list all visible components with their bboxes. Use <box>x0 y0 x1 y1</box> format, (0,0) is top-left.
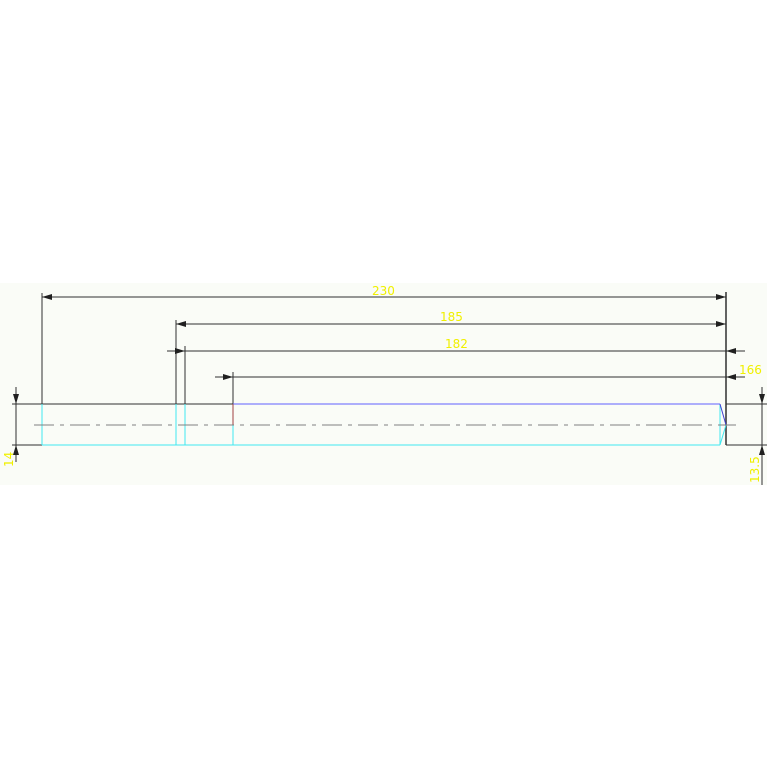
chamfer-line <box>719 403 727 426</box>
dim-text-13-5: 13.5 <box>748 456 762 483</box>
extension-lines <box>12 292 767 446</box>
dim-text-185: 185 <box>440 310 463 324</box>
drawing-band <box>0 283 767 485</box>
dim-text-166: 166 <box>739 363 762 377</box>
dim-text-14: 14 <box>2 452 16 467</box>
dim-text-230: 230 <box>372 284 395 298</box>
dim-text-182: 182 <box>445 337 468 351</box>
